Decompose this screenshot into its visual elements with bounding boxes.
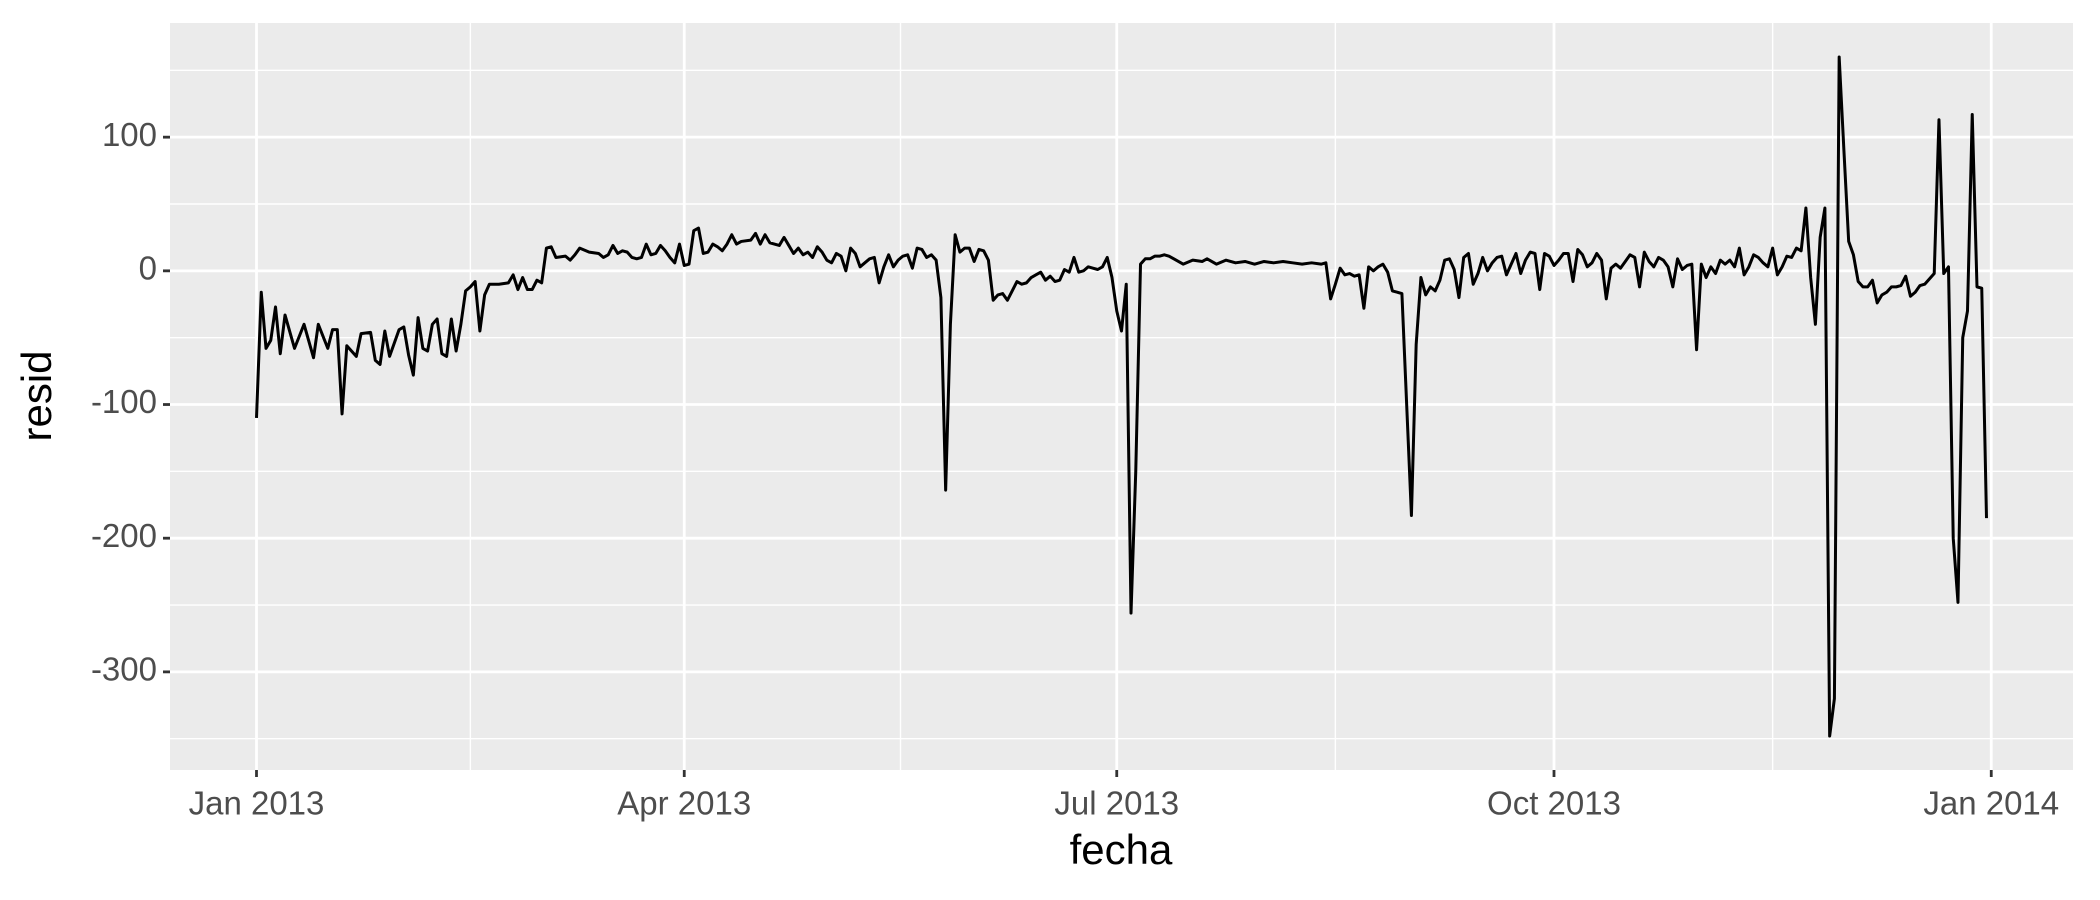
- y-axis-title: resid: [13, 350, 60, 441]
- y-tick-label: 100: [102, 116, 157, 153]
- x-tick-label: Jan 2014: [1923, 785, 2059, 822]
- panel-background: [170, 23, 2073, 770]
- x-axis-title: fecha: [1070, 826, 1173, 873]
- data-line: [255, 55, 1988, 738]
- y-tick-label: -100: [91, 383, 157, 420]
- grid: [170, 23, 2073, 770]
- x-tick-label: Apr 2013: [617, 785, 751, 822]
- y-tick-label: -300: [91, 651, 157, 688]
- x-tick-label: Jan 2013: [189, 785, 325, 822]
- y-tick-label: 0: [139, 250, 157, 287]
- y-tick-label: -200: [91, 517, 157, 554]
- x-tick-label: Jul 2013: [1054, 785, 1179, 822]
- marks: [255, 55, 1988, 738]
- axes: -300 -200 -100 0 100 Jan 2013 Apr 2013 Jul 2013…: [91, 116, 2059, 822]
- x-tick-label: Oct 2013: [1487, 785, 1621, 822]
